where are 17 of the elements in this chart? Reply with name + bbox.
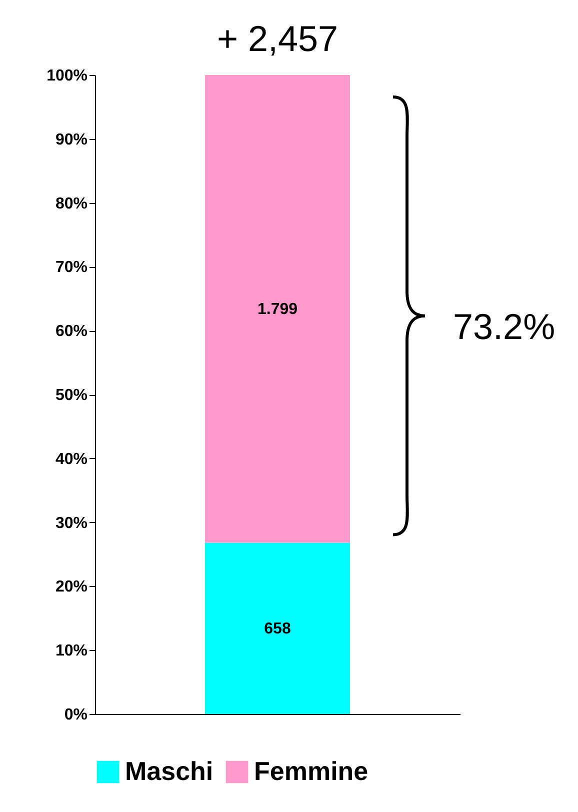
legend-label: Maschi: [125, 756, 214, 786]
y-tick-label: 50%: [55, 387, 88, 404]
y-tick-label: 60%: [55, 323, 88, 340]
y-tick-label: 40%: [55, 450, 88, 468]
annotation: 658: [264, 620, 291, 638]
legend-label: Femmine: [254, 756, 368, 786]
y-tick-label: 0%: [64, 706, 88, 724]
y-tick-label: 90%: [55, 131, 88, 148]
chart-title: + 2,457: [216, 18, 338, 59]
y-tick-label: 30%: [55, 514, 88, 532]
y-tick-label: 80%: [55, 195, 88, 212]
y-tick-label: 20%: [55, 578, 88, 596]
annotation: 1.799: [257, 300, 298, 318]
y-tick-label: 100%: [46, 68, 88, 84]
y-tick-label: 70%: [55, 259, 88, 276]
text: 73.2%: [453, 306, 556, 347]
y-tick-label: 10%: [55, 642, 88, 660]
